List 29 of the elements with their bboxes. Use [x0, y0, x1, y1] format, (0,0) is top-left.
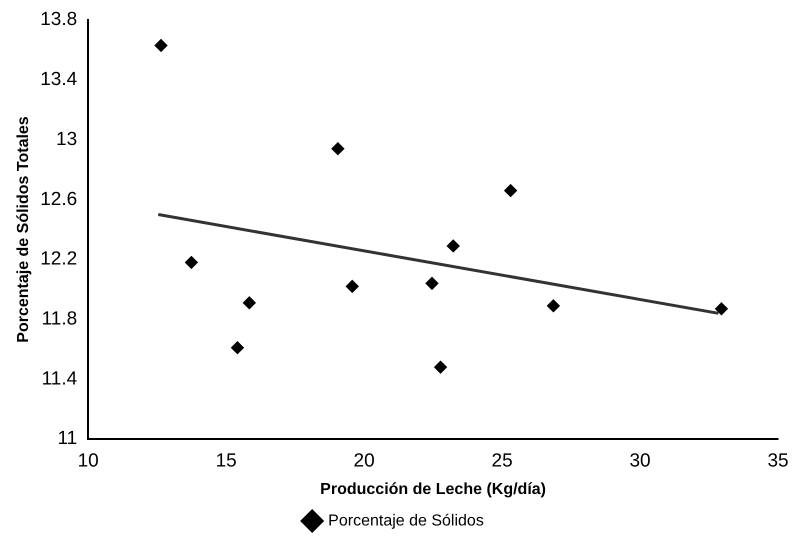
y-tick-label: 11.4 [42, 368, 78, 390]
legend-label: Porcentaje de Sólidos [328, 512, 484, 530]
x-tick-label: 30 [629, 450, 651, 472]
y-tick-label: 12.6 [40, 188, 78, 210]
point [230, 341, 244, 354]
y-tick-label: 12.2 [40, 248, 78, 270]
point [184, 256, 198, 269]
x-axis-title: Producción de Leche (Kg/día) [320, 480, 546, 498]
x-tick-label: 20 [354, 450, 375, 472]
point [154, 38, 168, 52]
point [434, 360, 448, 374]
y-tick-label: 13.4 [40, 69, 78, 90]
y-tick-label: 11.8 [42, 308, 78, 330]
point [714, 302, 728, 316]
point [425, 276, 438, 290]
x-tick-label: 10 [78, 450, 99, 472]
x-tick-label: 25 [492, 450, 513, 472]
point [546, 299, 560, 312]
point [346, 280, 359, 293]
point [504, 184, 518, 198]
x-tick-label: 15 [216, 450, 237, 472]
y-tick-label: 13 [56, 128, 78, 150]
point [446, 239, 460, 252]
y-tick-label: 11 [57, 428, 78, 450]
point [331, 142, 344, 156]
point [242, 296, 256, 310]
y-axis-title: Porcentaje de Sólidos Totales [15, 116, 32, 343]
x-tick-label: 35 [767, 450, 789, 472]
y-tick-label: 13.8 [40, 9, 78, 30]
